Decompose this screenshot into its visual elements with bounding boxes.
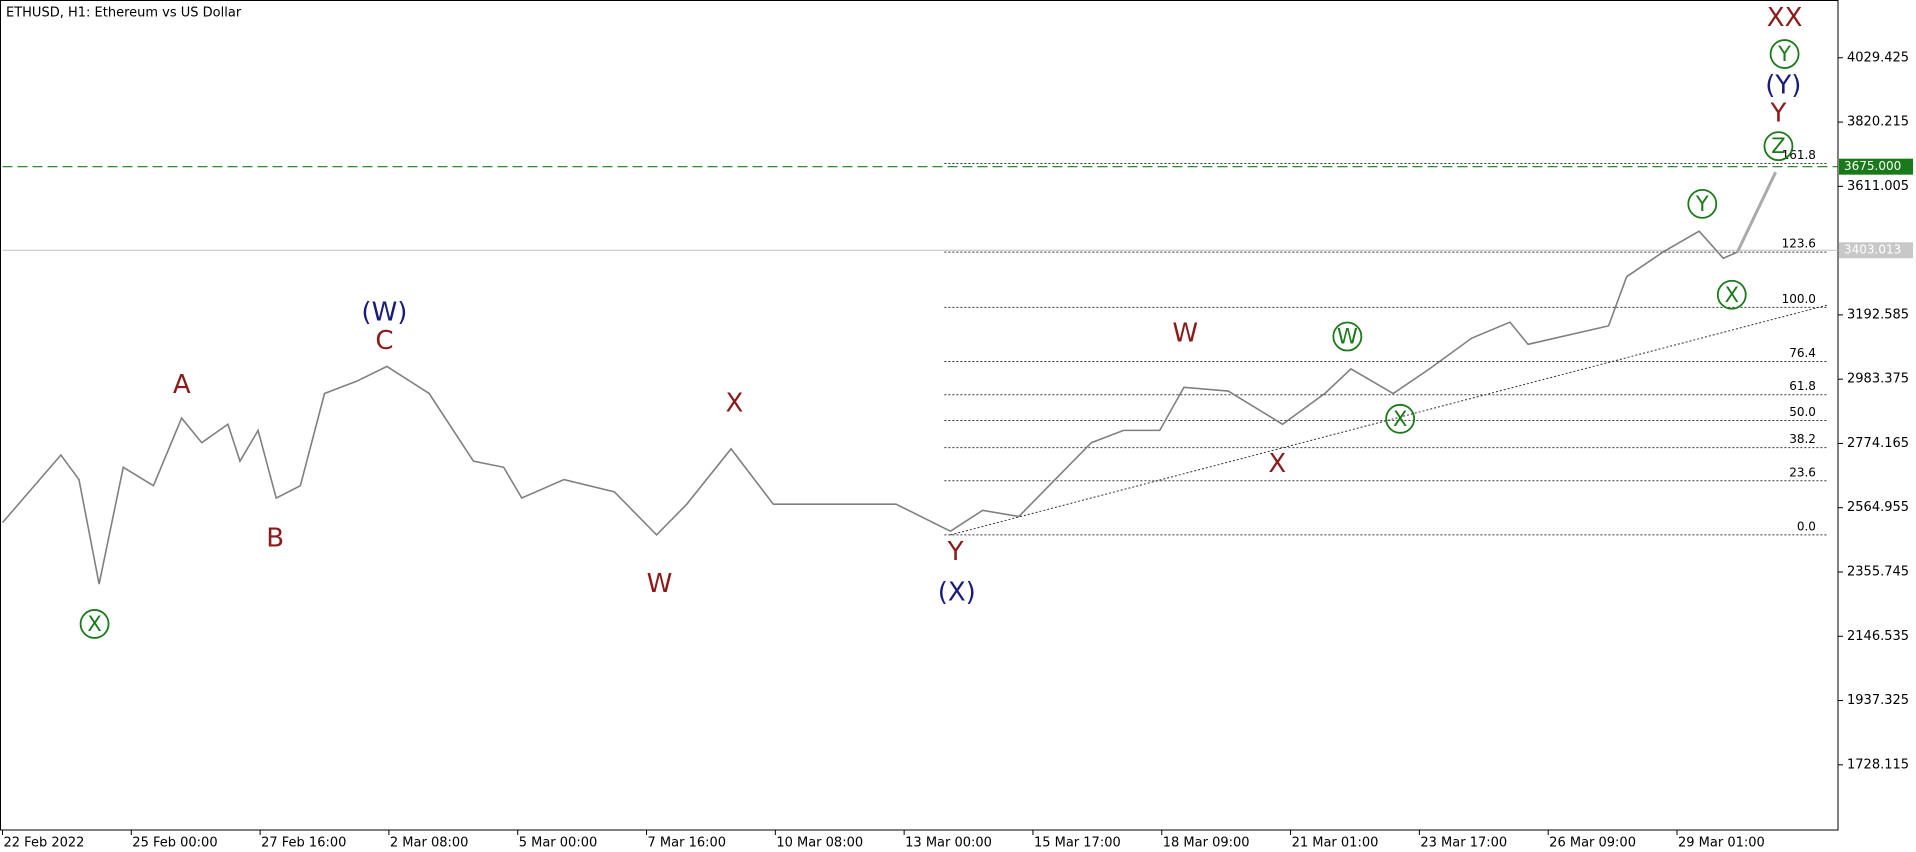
wave-label: C [375,326,393,356]
price-line [1,230,1738,585]
fib-label: 76.4 [1789,346,1816,360]
wave-circle [1687,188,1718,219]
wave-label: Y [1695,192,1709,216]
wave-label: X [726,389,744,419]
current-price-tag [1839,242,1913,259]
x-tick-label: 5 Mar 00:00 [519,836,598,851]
wave-label: Y [1777,42,1791,66]
y-tick-label: 2355.745 [1847,564,1909,579]
y-tick-label: 1728.115 [1847,757,1909,772]
x-tick-label: 23 Mar 17:00 [1420,836,1507,851]
wave-label: (W) [361,298,407,328]
y-tick-label: 4029.425 [1847,50,1909,65]
wave-label: B [266,524,284,554]
x-tick-label: 29 Mar 01:00 [1678,836,1765,851]
x-tick-label: 22 Feb 2022 [4,836,85,851]
y-tick-label: 2564.955 [1847,500,1909,515]
wave-label: XX [1767,3,1803,33]
wave-label: X [1725,283,1739,307]
fib-label: 38.2 [1789,432,1816,446]
wave-circle [1716,279,1747,310]
chart-title: ETHUSD, H1: Ethereum vs US Dollar [6,6,242,21]
wave-circle [79,609,110,639]
wave-label: W [1337,325,1358,349]
wave-label: A [173,370,191,400]
x-tick-label: 2 Mar 08:00 [390,836,469,851]
trend-line [950,304,1829,536]
wave-label: (X) [938,578,976,608]
y-tick-label: 2146.535 [1847,629,1909,644]
fib-label: 23.6 [1789,465,1816,479]
wave-label: Y [947,537,964,567]
projection-line [1736,171,1777,253]
wave-label: X [1393,407,1407,431]
fib-label: 50.0 [1789,405,1816,419]
wave-circle [1385,403,1416,434]
x-tick-label: 25 Feb 00:00 [132,836,217,851]
x-tick-label: 27 Feb 16:00 [261,836,346,851]
y-tick-label: 2774.165 [1847,436,1909,451]
x-tick-label: 10 Mar 08:00 [776,836,863,851]
fib-label: 61.8 [1789,379,1816,393]
current-price-label: 3403.013 [1844,243,1901,257]
wave-label: W [1172,319,1198,349]
x-tick-label: 21 Mar 01:00 [1292,836,1379,851]
fib-label: 0.0 [1797,519,1816,533]
x-tick-label: 7 Mar 16:00 [648,836,727,851]
wave-circle [1769,39,1800,69]
wave-label: W [647,569,673,599]
y-tick-label: 3611.005 [1847,179,1909,194]
fib-label: 100.0 [1782,292,1816,306]
x-tick-label: 26 Mar 09:00 [1549,836,1636,851]
y-tick-label: 3820.215 [1847,115,1909,130]
wave-circle [1763,131,1794,162]
wave-label: Y [1769,99,1786,129]
x-tick-label: 13 Mar 00:00 [905,836,992,851]
y-tick-label: 1937.325 [1847,693,1909,708]
target-tag [1839,158,1913,175]
wave-label: (Y) [1765,70,1801,100]
wave-circle [1332,321,1363,352]
y-tick-label: 3192.585 [1847,307,1909,322]
plot-frame [0,0,1839,831]
x-tick-label: 18 Mar 09:00 [1163,836,1250,851]
y-tick-label: 2983.375 [1847,372,1909,387]
wave-label: X [87,612,101,636]
wave-label: X [1268,449,1286,479]
x-tick-label: 15 Mar 17:00 [1034,836,1121,851]
wave-label: Z [1771,134,1785,158]
target-tag-label: 3675.000 [1844,159,1901,173]
fib-label: 161.8 [1782,148,1816,162]
fib-label: 123.6 [1782,237,1816,251]
